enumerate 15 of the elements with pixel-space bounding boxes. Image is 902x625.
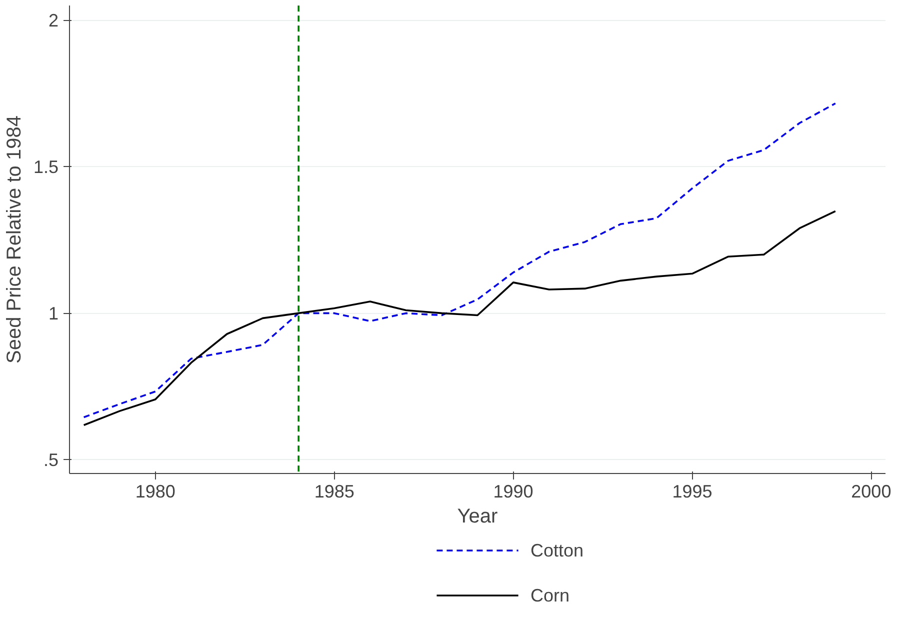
legend-label: Corn [530, 586, 570, 606]
y-tick-label: 1.5 [33, 157, 59, 178]
legend-label: Cotton [530, 540, 584, 560]
x-tick-label: 1995 [672, 482, 712, 502]
y-tick-label: 1 [48, 304, 59, 324]
y-axis-title: Seed Price Relative to 1984 [3, 116, 26, 364]
y-tick-label: .5 [43, 450, 59, 470]
x-tick-label: 1990 [493, 482, 534, 502]
y-tick-label: 2 [48, 10, 59, 31]
x-axis-title: Year [457, 506, 498, 528]
line-series [82, 210, 836, 426]
x-tick-label: 2000 [851, 482, 892, 502]
x-tick-label: 1980 [135, 482, 176, 502]
line-series [82, 102, 836, 418]
x-tick-label: 1985 [314, 482, 354, 502]
